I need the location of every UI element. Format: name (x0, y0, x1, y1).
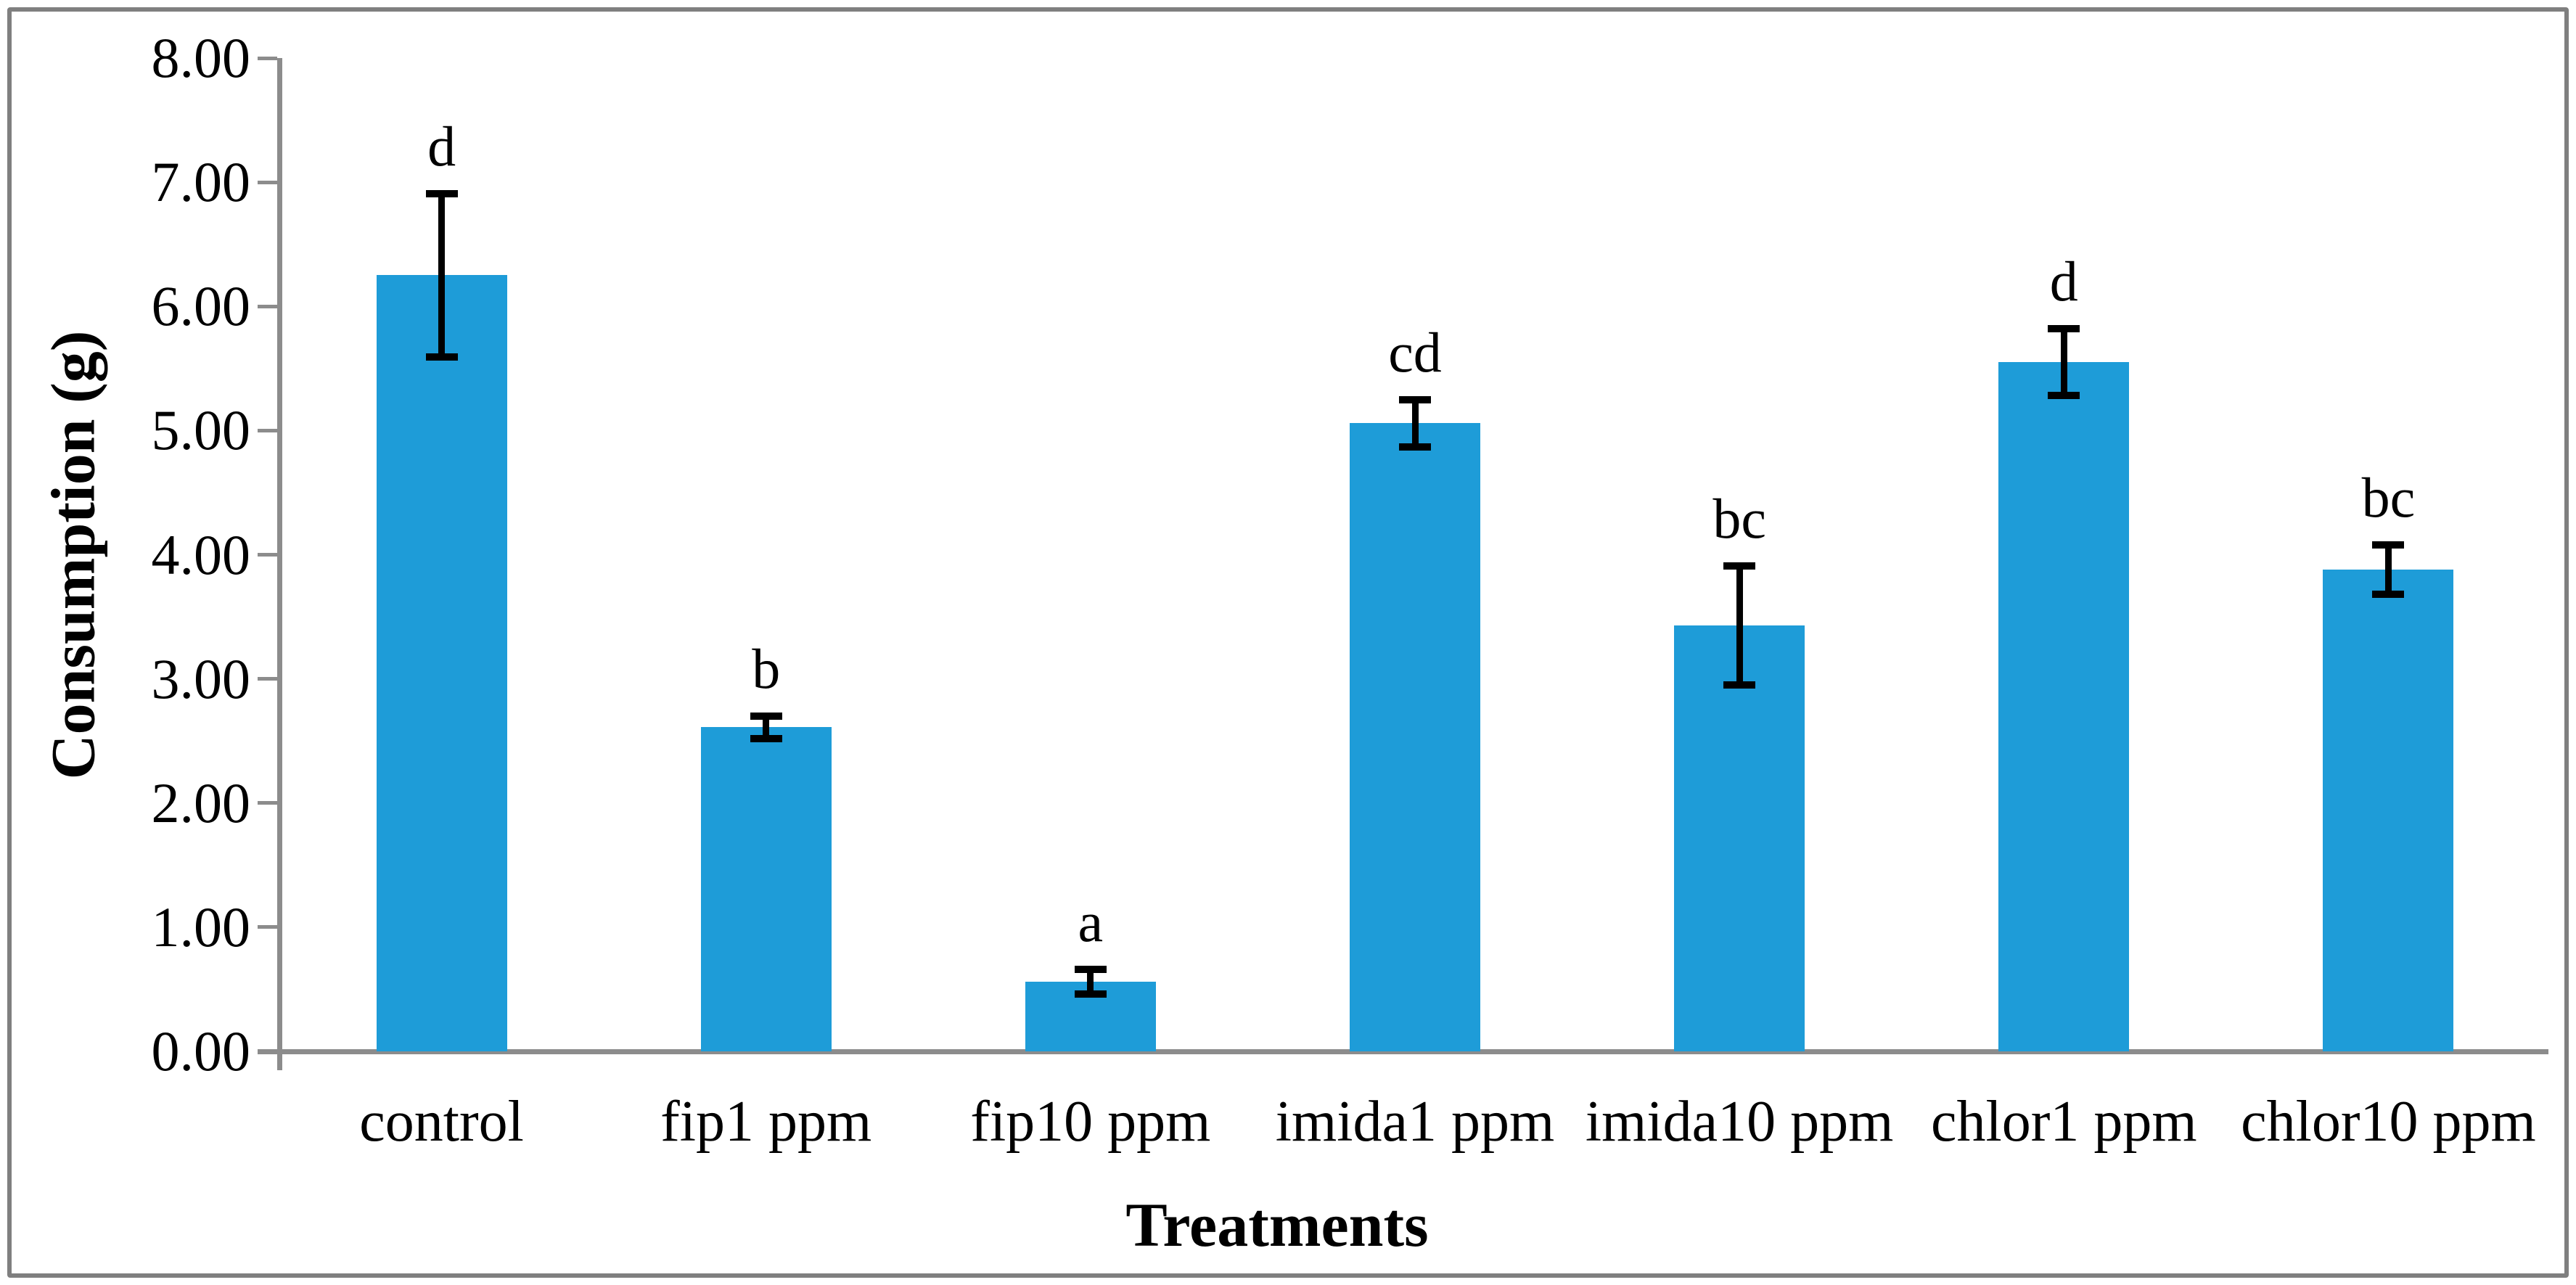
x-category-label: chlor1 ppm (1930, 1090, 2197, 1154)
significance-letter: d (427, 114, 456, 178)
error-bar-line (1087, 969, 1094, 995)
y-axis-title: Consumption (g) (38, 330, 107, 779)
y-tick-label: 7.00 (151, 150, 251, 214)
y-tick (257, 801, 277, 805)
error-bar-line (1411, 399, 1419, 447)
error-bar-cap-bottom (2372, 591, 2405, 599)
error-bar-cap-bottom (750, 734, 782, 742)
x-axis-line (257, 1048, 2548, 1054)
y-tick-label: 4.00 (151, 522, 251, 586)
x-category-label: fip1 ppm (660, 1090, 872, 1154)
bar-chlor10-ppm (2323, 570, 2454, 1051)
significance-letter: b (752, 636, 781, 700)
y-tick (257, 304, 277, 308)
error-bar-line (763, 715, 770, 739)
chart-border (7, 7, 2569, 1278)
significance-letter: bc (1712, 486, 1766, 550)
y-axis-line (276, 58, 282, 1070)
y-tick (257, 553, 277, 557)
y-tick (257, 428, 277, 432)
error-bar-cap-top (1723, 562, 1756, 570)
x-category-label: control (359, 1090, 524, 1154)
y-tick (257, 677, 277, 681)
y-tick (257, 925, 277, 929)
error-bar-cap-bottom (1074, 990, 1107, 998)
error-bar-line (2384, 544, 2392, 595)
error-bar-cap-bottom (1723, 681, 1756, 689)
y-tick (257, 56, 277, 60)
y-tick-label: 0.00 (151, 1019, 251, 1083)
x-category-label: chlor10 ppm (2241, 1090, 2536, 1154)
error-bar-cap-top (2048, 325, 2080, 333)
error-bar-cap-bottom (1399, 443, 1431, 451)
error-bar-cap-bottom (2048, 392, 2080, 400)
error-bar-line (2060, 329, 2067, 396)
error-bar-line (1736, 565, 1743, 686)
error-bar-cap-top (1074, 966, 1107, 974)
bar-imida10-ppm (1674, 625, 1805, 1051)
bar-control (376, 275, 507, 1051)
y-tick-label: 3.00 (151, 646, 251, 710)
x-category-label: imida1 ppm (1275, 1090, 1555, 1154)
bar-imida1-ppm (1350, 423, 1480, 1051)
y-tick-label: 8.00 (151, 26, 251, 89)
error-bar-cap-bottom (425, 353, 458, 361)
error-bar-cap-top (425, 189, 458, 197)
significance-letter: bc (2361, 465, 2416, 529)
error-bar-cap-top (2372, 541, 2405, 549)
significance-letter: a (1078, 890, 1104, 954)
y-tick (257, 180, 277, 184)
y-tick-label: 6.00 (151, 274, 251, 338)
error-bar-cap-top (750, 712, 782, 720)
y-tick-label: 1.00 (151, 895, 251, 958)
significance-letter: d (2049, 250, 2078, 313)
x-category-label: imida10 ppm (1585, 1090, 1894, 1154)
y-tick-label: 2.00 (151, 771, 251, 834)
y-tick (257, 1049, 277, 1054)
bar-fip1-ppm (700, 727, 832, 1051)
error-bar-line (438, 193, 446, 358)
bar-chlor1-ppm (1998, 362, 2130, 1051)
error-bar-cap-top (1399, 395, 1431, 403)
y-tick-label: 5.00 (151, 398, 251, 462)
significance-letter: cd (1388, 320, 1442, 384)
x-category-label: fip10 ppm (970, 1090, 1211, 1154)
x-axis-title: Treatments (1125, 1190, 1429, 1260)
